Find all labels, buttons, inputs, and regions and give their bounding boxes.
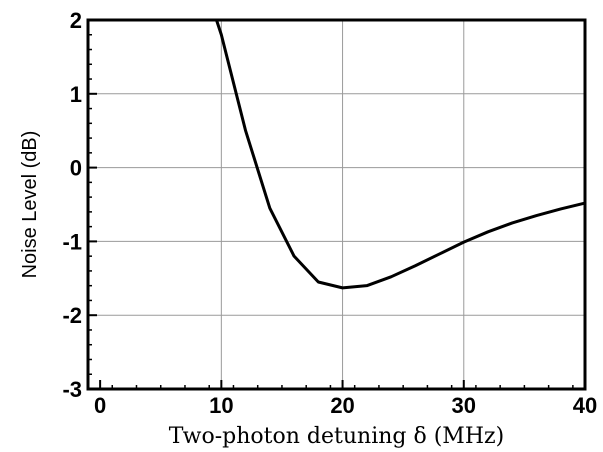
x-tick-label-0: 0 — [94, 393, 106, 418]
plot-frame-rect — [86, 18, 587, 391]
series-line-0 — [214, 18, 587, 290]
x-axis-title: Two-photon detuning δ (MHz) — [169, 424, 504, 449]
y-tick-label--2: -2 — [62, 303, 82, 328]
y-tick-label-0: 0 — [70, 156, 82, 181]
x-tick-label-30: 30 — [452, 393, 476, 418]
y-tick-label--1: -1 — [62, 229, 82, 254]
data-series-layer — [214, 18, 587, 290]
x-tick-label-20: 20 — [330, 393, 354, 418]
axis-ticks — [87, 19, 586, 390]
y-axis-title: Noise Level (dB) — [19, 131, 41, 279]
tick-labels: 0 10 20 30 40 -3 -2 -1 0 1 2 — [62, 8, 597, 418]
y-tick-label-2: 2 — [70, 8, 82, 33]
x-tick-label-40: 40 — [573, 393, 597, 418]
y-tick-label--3: -3 — [62, 377, 82, 402]
grid-lines — [88, 20, 585, 389]
plot-frame — [86, 18, 587, 391]
x-tick-label-10: 10 — [209, 393, 233, 418]
y-tick-label-1: 1 — [70, 82, 82, 107]
